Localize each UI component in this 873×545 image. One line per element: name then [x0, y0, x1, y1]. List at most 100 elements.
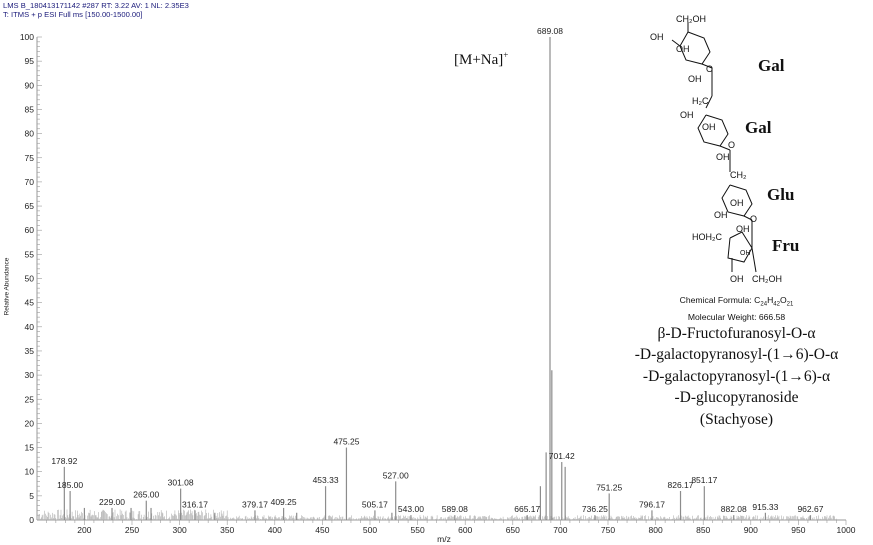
x-tick-label: 250: [125, 525, 139, 535]
group-ch2oh-2: CH₂OH: [752, 274, 782, 284]
group-h2c: H₂C: [692, 96, 709, 106]
y-tick-label: 25: [25, 394, 35, 404]
x-tick-label: 600: [458, 525, 472, 535]
chemical-formula: Chemical Formula: C24H42O21: [600, 294, 873, 311]
ion-annotation: [M+Na]+: [454, 50, 508, 69]
peak-label: 505.17: [362, 499, 388, 509]
formula-h: H: [767, 295, 774, 305]
spectrum-peaks: [38, 37, 837, 520]
sugar-label-fru: Fru: [772, 236, 800, 255]
group-oh: OH: [702, 122, 716, 132]
formula-c: C: [754, 295, 761, 305]
y-tick-label: 55: [25, 249, 35, 259]
stachyose-structure-diagram: CH₂OH OH OH O OH H₂C OH OH O OH CH₂ OH O…: [650, 14, 782, 284]
peak-label: 265.00: [133, 490, 159, 500]
x-axis-label: m/z: [437, 534, 451, 544]
y-tick-label: 70: [25, 177, 35, 187]
x-tick-label: 200: [77, 525, 91, 535]
y-tick-label: 50: [25, 274, 35, 284]
group-oh: OH: [676, 44, 690, 54]
iupac-line-1: β-D-Fructofuranosyl-O-α: [657, 324, 816, 342]
x-tick-label: 650: [506, 525, 520, 535]
x-tick-label: 500: [363, 525, 377, 535]
y-tick-label: 75: [25, 153, 35, 163]
peak-labels: 178.92 185.00 229.00 265.00 301.08 316.17 379.…: [51, 26, 823, 514]
peak-label: 882.08: [721, 504, 747, 514]
formula-prefix: Chemical Formula:: [679, 295, 755, 305]
y-tick-label: 20: [25, 418, 35, 428]
x-tick-label: 1000: [837, 525, 856, 535]
peak-label: 409.25: [271, 497, 297, 507]
sugar-label-glu: Glu: [767, 185, 795, 204]
x-tick-label: 950: [791, 525, 805, 535]
x-tick-label: 300: [173, 525, 187, 535]
y-tick-label: 85: [25, 104, 35, 114]
peak-label: 589.08: [442, 504, 468, 514]
group-oh: OH: [730, 274, 744, 284]
peak-label: 701.42: [549, 451, 575, 461]
y-tick-label: 60: [25, 225, 35, 235]
ion-label-text: [M+Na]: [454, 52, 504, 68]
peak-label: 301.08: [168, 478, 194, 488]
iupac-line-2: -D-galactopyranosyl-(1→6)-O-α: [634, 346, 839, 364]
group-ch2: CH₂: [730, 170, 747, 180]
y-tick-label: 100: [20, 32, 34, 42]
y-tick-label: 40: [25, 322, 35, 332]
formula-h-count: 42: [773, 301, 780, 308]
peak-label: 178.92: [51, 456, 77, 466]
peak-label: 915.33: [752, 502, 778, 512]
scan-header-line1: LMS B_180413171142 #287 RT: 3.22 AV: 1 N…: [3, 1, 189, 10]
sugar-label-gal-1: Gal: [758, 56, 785, 75]
peak-label: 527.00: [383, 470, 409, 480]
iupac-line-4: -D-glucopyranoside: [674, 389, 799, 407]
baseline-noise: [38, 509, 837, 520]
peak-label: 962.67: [797, 504, 823, 514]
peak-label: 851.17: [691, 475, 717, 485]
x-tick-label: 750: [601, 525, 615, 535]
x-tick-label: 550: [411, 525, 425, 535]
peak-label: 751.25: [596, 482, 622, 492]
y-tick-label: 30: [25, 370, 35, 380]
x-tick-label: 800: [649, 525, 663, 535]
y-tick-label: 80: [25, 129, 35, 139]
peak-label: 736.25: [582, 504, 608, 514]
group-oh: OH: [740, 250, 751, 257]
x-tick-label: 900: [744, 525, 758, 535]
peak-label: 665.17: [514, 504, 540, 514]
scan-header: LMS B_180413171142 #287 RT: 3.22 AV: 1 N…: [3, 1, 189, 19]
peak-label: 826.17: [668, 480, 694, 490]
group-oh: OH: [730, 198, 744, 208]
iupac-line-3: -D-galactopyranosyl-(1→6)-α: [642, 367, 831, 385]
peak-label: 543.00: [398, 504, 424, 514]
group-ch2oh-1: CH₂OH: [676, 14, 706, 24]
x-tick-label: 350: [220, 525, 234, 535]
group-o: O: [728, 140, 735, 150]
x-tick-label: 700: [553, 525, 567, 535]
ion-charge: +: [503, 50, 509, 60]
group-o: O: [750, 214, 757, 224]
y-tick-label: 5: [29, 491, 34, 501]
peak-label: 316.17: [182, 499, 208, 509]
group-hoh2c: HOH₂C: [692, 232, 722, 242]
y-tick-label: 35: [25, 346, 35, 356]
formula-o: O: [779, 295, 787, 305]
x-tick-label: 850: [696, 525, 710, 535]
y-tick-label: 45: [25, 298, 35, 308]
group-oh: OH: [680, 110, 694, 120]
x-tick-label: 400: [268, 525, 282, 535]
y-tick-label: 15: [25, 443, 35, 453]
peak-label: 453.33: [313, 475, 339, 485]
sugar-label-gal-2: Gal: [745, 118, 772, 137]
formula-c-count: 24: [760, 301, 768, 308]
y-tick-label: 10: [25, 467, 35, 477]
y-tick-label: 90: [25, 80, 35, 90]
formula-o-count: 21: [786, 301, 794, 308]
peak-label: 379.17: [242, 499, 268, 509]
peak-label: 796.17: [639, 499, 665, 509]
group-oh: OH: [688, 74, 702, 84]
group-oh: OH: [716, 152, 730, 162]
peak-label: 689.08: [537, 26, 563, 36]
group-oh: OH: [714, 210, 728, 220]
y-tick-label: 0: [29, 515, 34, 525]
